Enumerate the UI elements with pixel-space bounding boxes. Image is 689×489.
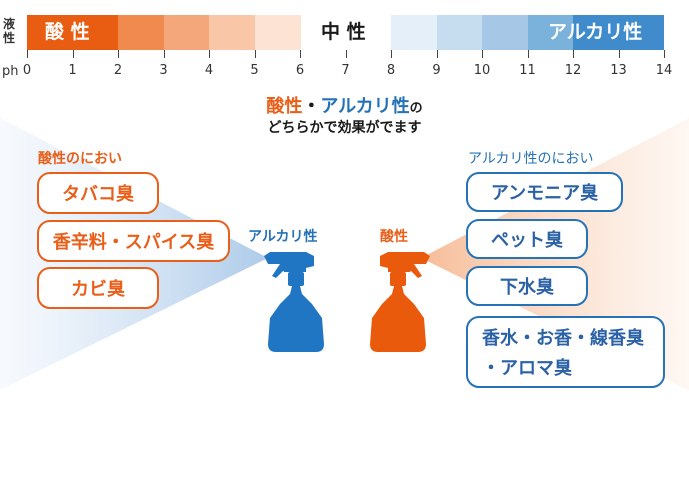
ph-tick-label: 1 (68, 63, 77, 78)
ph-segment-acid-3 (163, 15, 210, 50)
ph-tick-mark (618, 50, 620, 58)
acid-odor-title: 酸性のにおい (38, 151, 122, 167)
headline-line2: どちらかで効果がでます (267, 120, 422, 136)
ph-tick-mark (345, 50, 347, 58)
ph-segment-acid-0-2 (27, 15, 119, 50)
ph-tick-label: 2 (113, 63, 123, 78)
ph-segment-alkali-8 (391, 15, 438, 50)
alkali-odor-title: アルカリ性のにおい (468, 151, 594, 167)
ph-tick-label: 10 (473, 63, 491, 78)
alkali-bottle-label: アルカリ性 (248, 229, 318, 245)
ph-tick-label: 13 (610, 63, 627, 78)
ph-tick-label: 14 (655, 63, 673, 78)
ph-segment-alkali-11 (527, 15, 574, 50)
odor-item-mold: カビ臭 (37, 267, 159, 309)
headline-line1: 酸性・アルカリ性の (0, 92, 689, 118)
alkali-spray-bottle-icon (264, 252, 324, 352)
ph-tick-mark (163, 50, 165, 58)
ph-tick-label: 12 (564, 63, 582, 78)
headline-separator: ・ (302, 96, 321, 117)
acid-bar-label: 酸 性 (45, 21, 90, 43)
ph-segment-alkali-10 (482, 15, 529, 50)
ph-tick-label: 8 (386, 63, 396, 78)
ph-tick-label: 3 (159, 63, 168, 78)
odor-item-perfume-line2: ・アロマ臭 (482, 358, 572, 379)
ph-tick-mark (254, 50, 256, 58)
ph-segment-acid-5 (254, 15, 301, 50)
headline-alkali: アルカリ性 (320, 96, 410, 117)
odor-item-ammonia: アンモニア臭 (466, 172, 623, 212)
acid-bottle-label: 酸性 (380, 229, 408, 245)
ph-tick-label: 11 (519, 63, 536, 78)
ph-tick-mark (300, 50, 301, 58)
ph-tick-label: 4 (204, 63, 214, 78)
ph-tick-mark (118, 50, 119, 58)
ph-tick-mark (527, 50, 529, 58)
ph-tick-mark (72, 50, 74, 58)
odor-item-spice: 香辛料・スパイス臭 (37, 220, 230, 262)
ph-tick-label: 5 (250, 63, 259, 78)
odor-item-pet: ペット臭 (466, 219, 588, 259)
ph-tick-mark (391, 50, 392, 58)
alkali-bar-label: アルカリ性 (548, 21, 643, 43)
ph-tick-mark (482, 50, 483, 58)
ph-tick-mark (27, 50, 28, 58)
ph-tick-mark (664, 50, 665, 58)
ph-tick-mark (436, 50, 438, 58)
odor-item-tobacco: タバコ臭 (37, 172, 159, 214)
ph-axis-label: ph (2, 64, 19, 79)
ph-tick-label: 0 (22, 63, 32, 78)
ph-tick-label: 7 (341, 63, 350, 78)
neutral-bar-label: 中 性 (321, 21, 366, 43)
headline-acid: 酸性 (266, 96, 303, 117)
ph-segment-alkali-9 (436, 15, 483, 50)
odor-item-sewage: 下水臭 (466, 266, 588, 306)
liquid-property-label: 液性 (2, 17, 15, 45)
ph-tick-mark (209, 50, 210, 58)
ph-tick-label: 6 (295, 63, 305, 78)
odor-item-perfume-aroma: 香水・お香・線香臭 ・アロマ臭 (466, 316, 665, 388)
headline-particle: の (409, 101, 423, 116)
ph-segment-acid-2 (118, 15, 165, 50)
ph-segment-alkali-12-14 (573, 15, 664, 50)
acid-spray-bottle-icon (370, 252, 430, 352)
ph-tick-label: 9 (432, 63, 441, 78)
odor-item-perfume-line1: 香水・お香・線香臭 (482, 328, 644, 349)
ph-segment-acid-4 (209, 15, 256, 50)
ph-tick-mark (573, 50, 574, 58)
